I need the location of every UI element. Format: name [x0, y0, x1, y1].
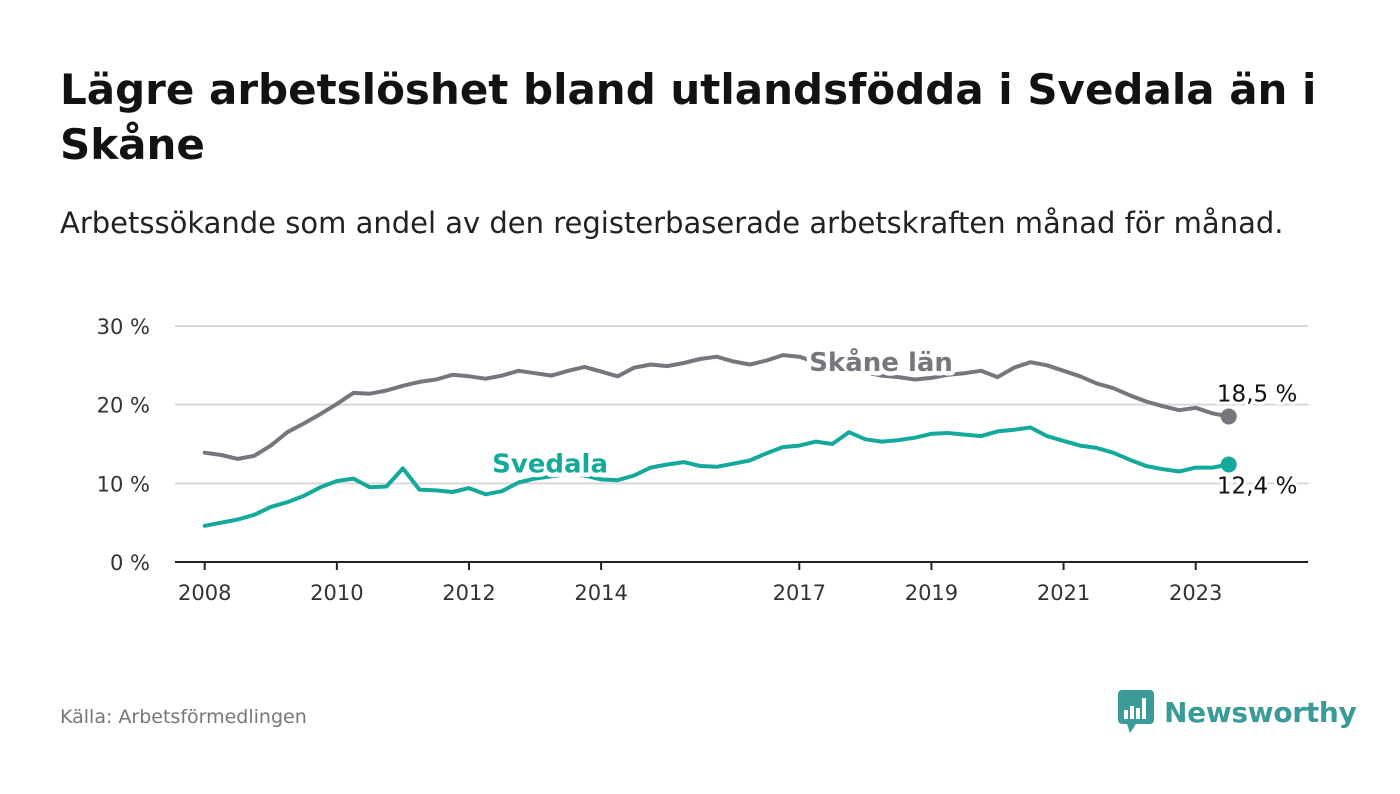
chart-subtitle: Arbetssökande som andel av den registerb…: [60, 206, 1284, 240]
skane-lan-end-dot: [1220, 408, 1237, 425]
x-tick-label: 2014: [574, 581, 627, 605]
x-tick-label: 2010: [310, 581, 363, 605]
x-tick-label: 2017: [773, 581, 826, 605]
x-tick-label: 2021: [1037, 581, 1090, 605]
svedala-end-label: 12,4 %: [1217, 474, 1297, 500]
brand-logo: Newsworthy: [1118, 690, 1357, 734]
source-note: Källa: Arbetsförmedlingen: [60, 706, 307, 728]
brand-name: Newsworthy: [1164, 695, 1357, 729]
y-tick-label: 20 %: [97, 394, 150, 418]
svedala-line: [202, 425, 1231, 528]
y-tick-label: 30 %: [97, 315, 150, 339]
skane-lan-label: Skåne län: [809, 346, 953, 378]
svedala-label: Svedala: [492, 449, 608, 479]
skane-lan-end-label: 18,5 %: [1217, 382, 1297, 408]
newsworthy-logo-icon: [1118, 690, 1154, 733]
x-tick-label: 2019: [905, 581, 958, 605]
chart-title: Lägre arbetslöshet bland utlandsfödda i …: [60, 65, 1317, 169]
x-tick-label: 2012: [442, 581, 495, 605]
y-tick-label: 0 %: [110, 551, 150, 575]
x-tick-label: 2023: [1169, 581, 1222, 605]
x-tick-label: 2008: [178, 581, 231, 605]
svedala-end-dot: [1220, 456, 1237, 473]
skane-lan-line: [202, 353, 1231, 461]
y-tick-label: 10 %: [97, 472, 150, 496]
